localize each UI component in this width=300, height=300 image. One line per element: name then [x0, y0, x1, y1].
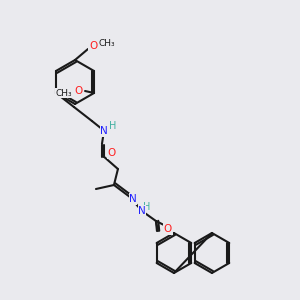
- Text: H: H: [143, 202, 151, 212]
- Text: N: N: [100, 126, 108, 136]
- Text: O: O: [108, 148, 116, 158]
- Text: O: O: [89, 41, 97, 51]
- Text: H: H: [109, 121, 117, 131]
- Text: CH₃: CH₃: [99, 40, 115, 49]
- Text: O: O: [74, 86, 82, 96]
- Text: CH₃: CH₃: [56, 88, 72, 98]
- Text: N: N: [138, 206, 146, 216]
- Text: N: N: [129, 194, 137, 204]
- Text: O: O: [164, 224, 172, 234]
